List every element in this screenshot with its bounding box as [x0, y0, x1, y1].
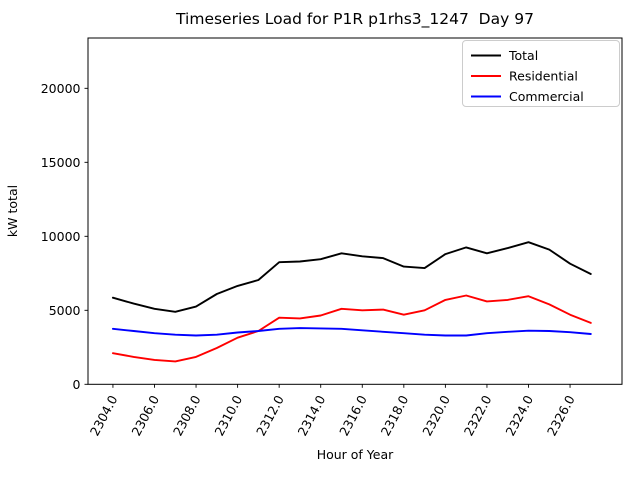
- x-tick-label: 2326.0: [544, 393, 578, 439]
- x-tick-label: 2314.0: [295, 393, 329, 439]
- y-tick-label: 20000: [41, 81, 81, 96]
- x-tick-label: 2318.0: [378, 393, 412, 439]
- legend-label-commercial: Commercial: [509, 89, 584, 104]
- x-tick-label: 2316.0: [336, 393, 370, 439]
- legend-frame: [462, 40, 620, 107]
- chart-title: Timeseries Load for P1R p1rhs3_1247 Day …: [175, 10, 534, 29]
- y-tick-label: 5000: [49, 303, 81, 318]
- data-line-commercial: [111, 327, 592, 337]
- data-lines: [111, 241, 592, 363]
- x-tick-label: 2324.0: [502, 393, 536, 439]
- plot-border: [87, 37, 623, 385]
- data-line-residential: [111, 294, 592, 363]
- x-tick-label: 2312.0: [253, 393, 287, 439]
- x-tick-label: 2322.0: [461, 393, 495, 439]
- x-tick-label: 2306.0: [128, 393, 162, 439]
- x-tick-label: 2308.0: [170, 393, 204, 439]
- y-tick-label: 15000: [41, 155, 81, 170]
- x-tick-label: 2320.0: [419, 393, 453, 439]
- y-tick-label: 10000: [41, 229, 81, 244]
- legend-label-total: Total: [508, 48, 538, 63]
- legend: Total Residential Commercial: [462, 40, 620, 107]
- y-axis-label: kW total: [5, 185, 20, 237]
- x-axis-label: Hour of Year: [317, 447, 394, 462]
- x-tick-label: 2310.0: [211, 393, 245, 439]
- legend-label-residential: Residential: [509, 69, 578, 84]
- y-tick-label: 0: [73, 377, 81, 392]
- x-tick-label: 2304.0: [87, 393, 121, 439]
- data-line-total: [111, 241, 592, 313]
